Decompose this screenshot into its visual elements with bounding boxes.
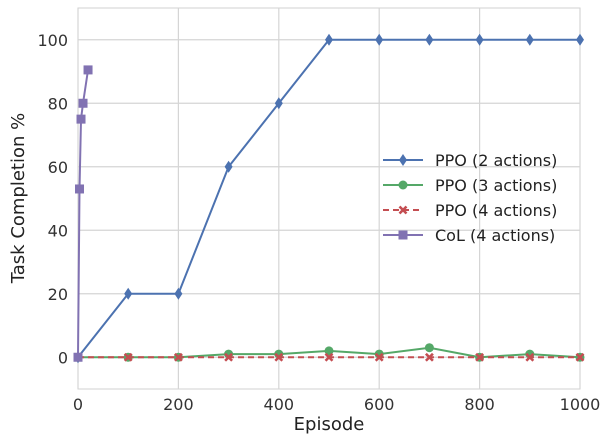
plot-area [77, 7, 581, 390]
series-layer [73, 33, 585, 364]
legend-label: PPO (2 actions) [435, 151, 557, 170]
data-point [525, 352, 535, 362]
data-point [374, 352, 384, 362]
data-point [274, 352, 284, 362]
data-point [525, 33, 534, 46]
legend-label: PPO (4 actions) [435, 201, 557, 220]
data-point [324, 346, 334, 356]
data-point [224, 352, 234, 362]
data-point [78, 98, 88, 108]
data-point [575, 352, 585, 362]
data-point [424, 352, 434, 362]
x-tick-label: 200 [163, 395, 194, 414]
x-tick-label: 400 [264, 395, 295, 414]
data-point [73, 352, 83, 362]
series-3 [73, 65, 93, 362]
x-tick-label: 0 [73, 395, 83, 414]
legend-marker [398, 230, 408, 240]
data-point [123, 352, 133, 362]
tick-labels: 0 200 400 600 800 1000 0 20 40 60 80 100 [37, 31, 600, 414]
data-point [75, 184, 85, 194]
data-point [425, 33, 434, 46]
y-tick-label: 40 [48, 221, 68, 240]
legend-marker [398, 180, 408, 190]
x-tick-label: 800 [464, 395, 495, 414]
data-point [324, 352, 334, 362]
x-axis-label: Episode [294, 414, 365, 435]
y-axis-label: Task Completion % [8, 113, 29, 285]
x-tick-label: 600 [364, 395, 395, 414]
data-point [274, 97, 283, 110]
legend-label: CoL (4 actions) [435, 226, 555, 245]
y-tick-label: 100 [37, 31, 68, 50]
legend: PPO (2 actions) PPO (3 actions) PPO (4 act… [383, 151, 557, 245]
data-point [576, 33, 584, 46]
data-point [174, 287, 183, 300]
data-point [475, 33, 484, 46]
data-point [325, 33, 333, 46]
y-tick-label: 80 [48, 94, 68, 113]
y-tick-label: 20 [48, 285, 68, 304]
legend-label: PPO (3 actions) [435, 176, 557, 195]
y-tick-label: 0 [58, 348, 68, 367]
data-point [475, 352, 485, 362]
data-point [83, 65, 93, 75]
data-point [124, 287, 133, 300]
legend-marker [399, 154, 407, 166]
data-point [424, 343, 434, 353]
data-point [76, 114, 86, 124]
data-point [173, 352, 183, 362]
data-point [224, 160, 233, 173]
y-tick-label: 60 [48, 158, 68, 177]
x-tick-label: 1000 [560, 395, 601, 414]
data-point [375, 33, 384, 46]
legend-marker [398, 205, 408, 215]
